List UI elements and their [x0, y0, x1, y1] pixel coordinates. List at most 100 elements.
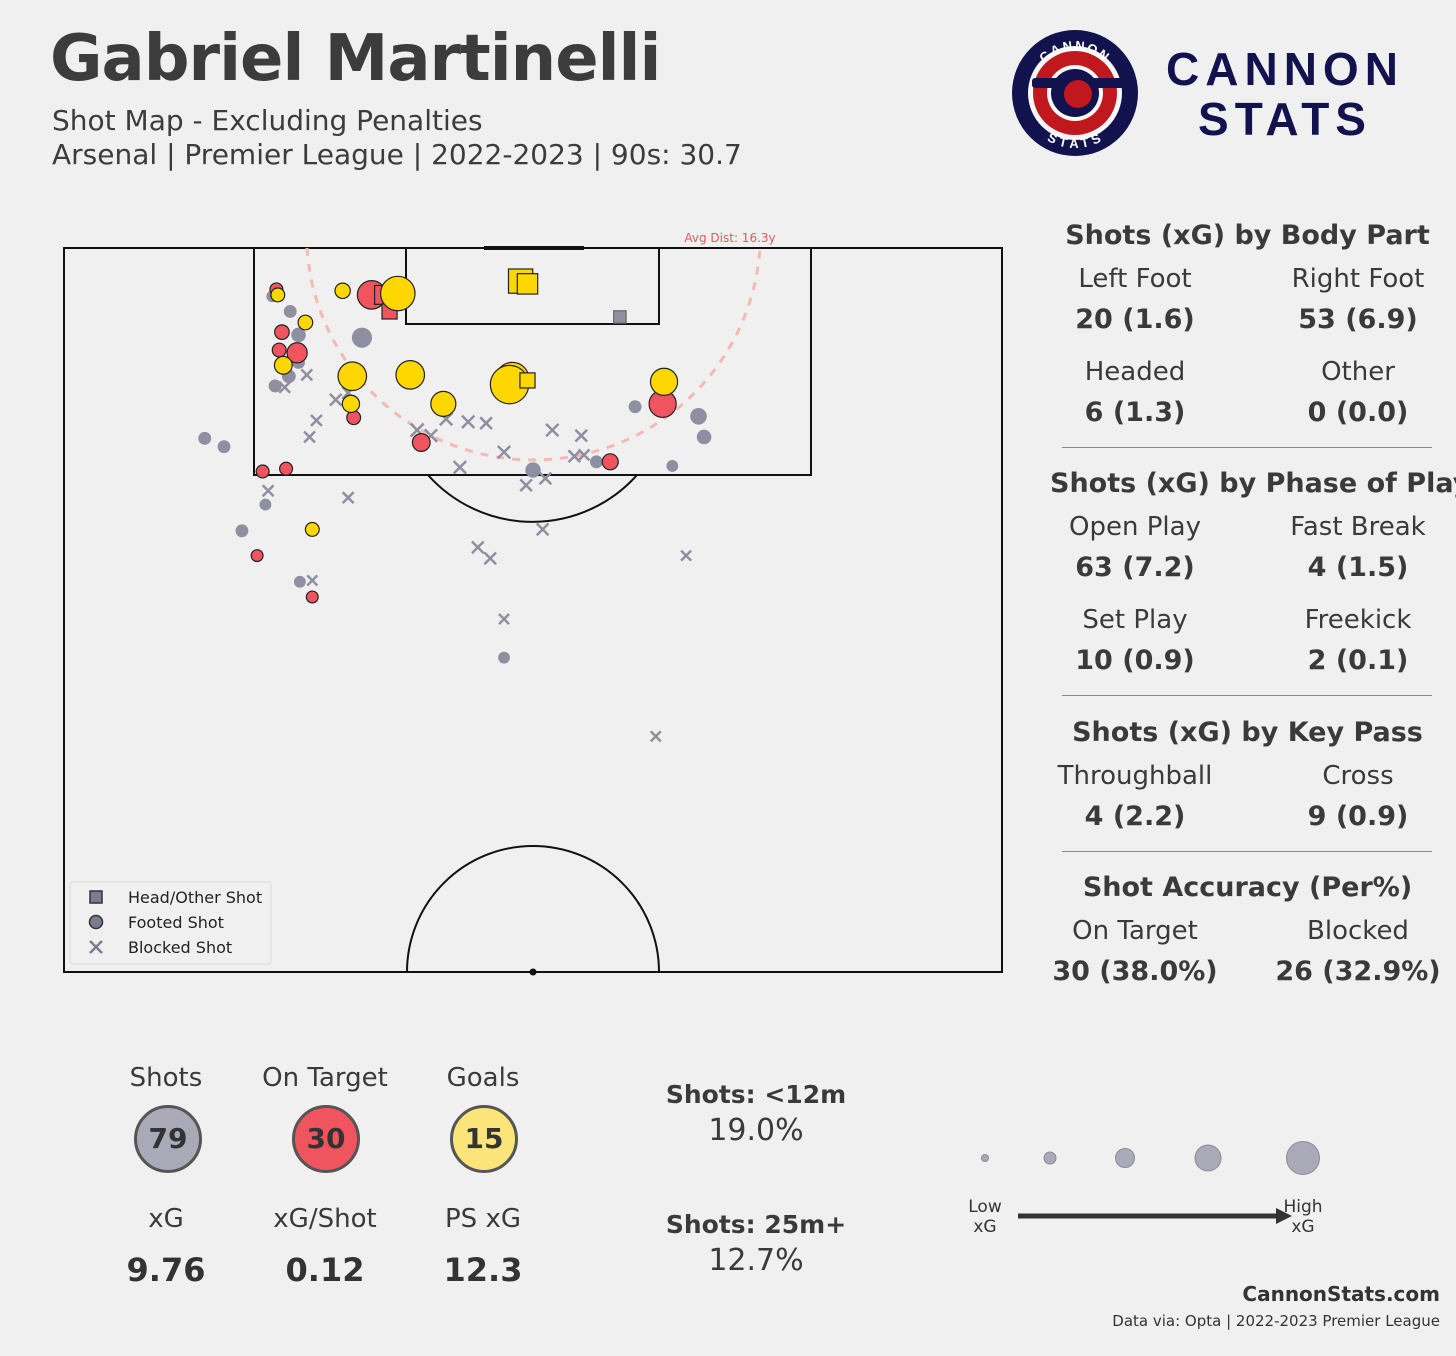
footed-shot-marker: [305, 590, 319, 604]
accuracy-section: Shot Accuracy (Per%): [1050, 872, 1445, 903]
footed-shot-marker: [525, 462, 541, 478]
footed-shot-marker: [255, 464, 270, 479]
kpi-shots-badge: 79: [134, 1105, 202, 1173]
kpi-xg-per-shot: xG/Shot: [255, 1204, 395, 1234]
kpi-on-target: On Target: [255, 1063, 395, 1093]
brand-name: CANNON STATS: [1150, 44, 1420, 144]
key-pass-section: Shots (xG) by Key Pass: [1050, 717, 1445, 748]
blocked-shot-marker: [303, 430, 316, 444]
footed-shot-marker: [341, 394, 361, 414]
accuracy-blocked: Blocked 26 (32.9%): [1248, 916, 1456, 987]
kpi-ps-xg-value: 12.3: [443, 1251, 523, 1289]
blocked-shot-marker: [461, 414, 476, 429]
footed-shot-marker: [601, 453, 619, 471]
kpi-label: xG: [148, 1204, 184, 1234]
stat-value: 0 (0.0): [1307, 397, 1409, 428]
scale-high-line2: xG: [1291, 1217, 1314, 1237]
phase-open-play: Open Play 63 (7.2): [1025, 512, 1245, 583]
footed-shot-marker: [217, 440, 231, 454]
blocked-shot-marker: [483, 551, 497, 566]
body-part-headed: Headed 6 (1.3): [1025, 357, 1245, 428]
legend-label-footed: Footed Shot: [128, 913, 224, 932]
body-part-title: Shots (xG) by Body Part: [1065, 220, 1430, 251]
legend-label-blocked: Blocked Shot: [128, 938, 232, 957]
blocked-shot-marker: [680, 549, 693, 562]
blocked-shot-marker: [479, 416, 493, 430]
kpi-shots: Shots: [96, 1063, 236, 1093]
section-divider: [1062, 851, 1432, 852]
stat-value: 53 (6.9): [1298, 304, 1418, 335]
svg-text:STATS: STATS: [1045, 130, 1105, 152]
center-spot: [529, 968, 537, 976]
head-shot-marker: [516, 273, 539, 295]
blocked-shot-marker: [545, 422, 560, 438]
footed-shot-marker: [411, 433, 431, 452]
footed-shot-marker: [293, 575, 306, 588]
kpi-on-target-badge: 30: [292, 1105, 360, 1173]
scale-arrow-head: [1276, 1208, 1292, 1224]
footed-shot-marker: [346, 410, 362, 426]
blocked-shot-marker: [471, 540, 485, 555]
kpi-xg-per-shot-value: 0.12: [285, 1251, 365, 1289]
footed-shot-marker: [380, 275, 416, 312]
stat-value: 9 (0.9): [1307, 801, 1409, 832]
distance-label: Shots: <12m: [665, 1080, 847, 1109]
stat-value: 26 (32.9%): [1275, 956, 1441, 987]
stat-label: Set Play: [1082, 605, 1188, 635]
brand-line-2: STATS: [1198, 93, 1372, 145]
footed-shot-marker: [283, 305, 297, 318]
pitch-markings: [63, 246, 1003, 976]
center-circle: [406, 845, 660, 973]
footed-shot-marker: [235, 524, 249, 538]
stat-label: Freekick: [1304, 605, 1412, 635]
stat-value: 4 (1.5): [1307, 552, 1409, 583]
blocked-shot-marker: [577, 448, 591, 462]
shot-legend: Head/Other Shot Footed Shot Blocked Shot: [69, 881, 272, 965]
scale-dot-5: [1286, 1141, 1320, 1175]
stat-label: Left Foot: [1078, 264, 1192, 294]
footed-shot-marker: [666, 460, 679, 472]
legend-square-icon: [89, 890, 103, 904]
footed-shot-marker: [286, 342, 308, 364]
footed-shot-marker: [628, 400, 642, 414]
head-shot-marker: [519, 372, 536, 389]
stat-label: Fast Break: [1290, 512, 1426, 542]
section-divider: [1062, 447, 1432, 448]
stat-value: 20 (1.6): [1075, 304, 1195, 335]
avg-distance-arc: [305, 247, 762, 462]
penalty-arc: [427, 474, 638, 523]
blocked-shot-marker: [567, 449, 582, 464]
pitch-boundary: [63, 247, 1003, 973]
body-part-section: Shots (xG) by Body Part: [1050, 220, 1445, 251]
footed-shot-marker: [690, 407, 707, 425]
blocked-shot-marker: [300, 368, 314, 382]
brand-line-1: CANNON: [1166, 43, 1404, 95]
blocked-shot-marker: [519, 478, 533, 493]
key-pass-title: Shots (xG) by Key Pass: [1072, 717, 1423, 748]
stat-value: 6 (1.3): [1084, 397, 1186, 428]
distance-value: 19.0%: [708, 1113, 804, 1148]
kpi-ps-xg: PS xG: [413, 1204, 553, 1234]
scale-dot-2: [1043, 1151, 1057, 1165]
kpi-label: xG/Shot: [273, 1204, 377, 1234]
shot-markers: [198, 268, 712, 743]
chart-context: Arsenal | Premier League | 2022-2023 | 9…: [52, 138, 742, 171]
stat-value: 2 (0.1): [1307, 645, 1409, 676]
footed-shot-marker: [273, 355, 293, 375]
stat-value: 63 (7.2): [1075, 552, 1195, 583]
footed-shot-marker: [649, 367, 679, 396]
scale-dot-4: [1194, 1144, 1222, 1172]
footed-shot-marker: [259, 498, 272, 511]
footed-shot-marker: [351, 327, 373, 348]
kpi-label: PS xG: [445, 1204, 521, 1234]
shots-over-25m: Shots: 25m+ 12.7%: [656, 1210, 856, 1278]
footed-shot-marker: [268, 379, 282, 393]
footer-site-link[interactable]: CannonStats.com: [1242, 1282, 1440, 1306]
legend-x-icon: [89, 940, 103, 954]
footed-shot-marker: [395, 360, 426, 390]
legend-circle-icon: [88, 914, 104, 930]
blocked-shot-marker: [649, 730, 662, 743]
distance-value: 12.7%: [708, 1243, 804, 1278]
blocked-shot-marker: [538, 471, 553, 486]
